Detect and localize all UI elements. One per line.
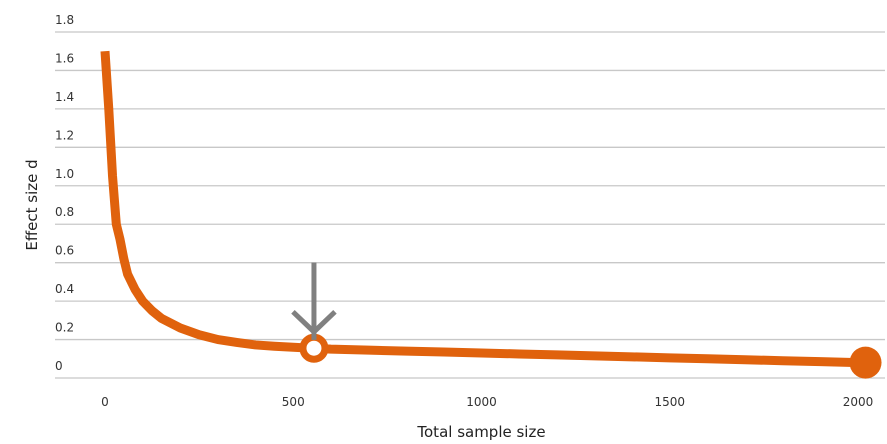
y-tick-label-6: 1.2 — [55, 128, 74, 142]
series-layer — [100, 50, 882, 379]
grid-layer — [55, 31, 885, 379]
y-tick-label-1: 0.2 — [55, 321, 74, 335]
highlight-marker — [299, 333, 329, 363]
y-tick-label-2: 0.4 — [55, 282, 74, 296]
endpoint-marker — [849, 346, 882, 379]
x-tick-label-1: 500 — [282, 395, 305, 409]
y-tick-labels: 0 0.2 0.4 0.6 0.8 1.0 1.2 1.4 1.6 1.8 — [55, 13, 74, 373]
y-tick-label-0: 0 — [55, 359, 63, 373]
annotation-layer — [291, 262, 337, 340]
y-tick-label-3: 0.6 — [55, 244, 74, 258]
x-tick-label-2: 1000 — [466, 395, 497, 409]
x-tick-labels: 0 500 1000 1500 2000 — [101, 395, 873, 409]
y-tick-label-9: 1.8 — [55, 13, 74, 27]
y-tick-label-7: 1.4 — [55, 90, 74, 104]
y-tick-label-5: 1.0 — [55, 167, 74, 181]
arrow-head — [291, 310, 337, 336]
x-axis-title: Total sample size — [416, 423, 545, 441]
series-line-0 — [100, 50, 859, 368]
x-tick-label-4: 2000 — [843, 395, 874, 409]
pointer-arrow-icon — [291, 262, 337, 340]
y-axis-title: Effect size d — [23, 159, 41, 250]
y-tick-label-4: 0.8 — [55, 205, 74, 219]
y-tick-label-8: 1.6 — [55, 51, 74, 65]
x-tick-label-0: 0 — [101, 395, 109, 409]
x-tick-label-3: 1500 — [654, 395, 685, 409]
